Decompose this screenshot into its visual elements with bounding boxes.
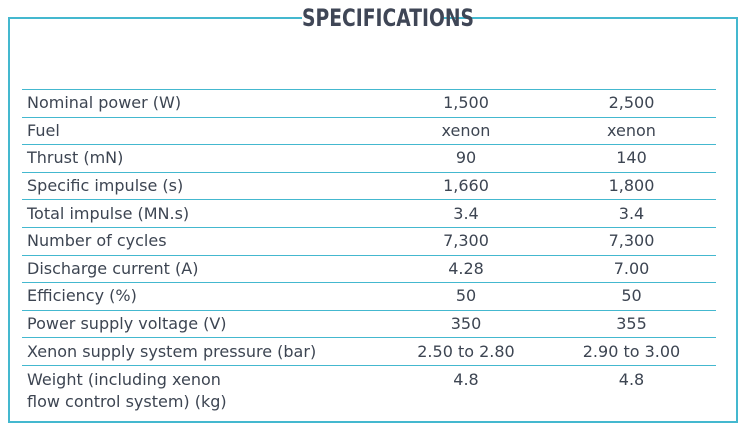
table-row: Power supply voltage (V) 350 355 [22,310,716,339]
specifications-table: Nominal power (W) 1,500 2,500 Fuel xenon… [22,89,716,417]
table-row: Number of cycles 7,300 7,300 [22,227,716,256]
row-value-2: 355 [547,310,716,339]
section-title: SPECIFICATIONS [302,3,475,33]
row-value-2: 7,300 [547,227,716,256]
table-row: Xenon supply system pressure (bar) 2.50 … [22,337,716,366]
table-row: Total impulse (MN.s) 3.4 3.4 [22,199,716,228]
row-label: Power supply voltage (V) [22,310,385,339]
row-value-1: 2.50 to 2.80 [385,337,547,366]
row-value-2: 50 [547,282,716,311]
row-label-line-2: flow control system) (kg) [27,391,227,411]
table-row: Discharge current (A) 4.28 7.00 [22,255,716,284]
row-value-1: 7,300 [385,227,547,256]
row-value-2: 3.4 [547,199,716,228]
row-label: Number of cycles [22,227,385,256]
row-label: Discharge current (A) [22,255,385,284]
row-value-1: 4.8 [453,369,479,389]
table-row: Thrust (mN) 90 140 [22,144,716,173]
table-row: Weight (including xenon flow control sys… [22,365,716,417]
row-label: Specific impulse (s) [22,172,385,201]
table-row: Specific impulse (s) 1,660 1,800 [22,172,716,201]
row-value-1: 350 [385,310,547,339]
table-row: Efficiency (%) 50 50 [22,282,716,311]
row-value-1: 90 [385,144,547,173]
row-label: Weight (including xenon flow control sys… [22,365,385,417]
row-label: Thrust (mN) [22,144,385,173]
row-label: Fuel [22,117,385,146]
row-value-1: 3.4 [385,199,547,228]
row-value-2: xenon [547,117,716,146]
row-value-2: 2,500 [547,89,716,118]
row-value-2: 4.8 [618,369,645,389]
row-label: Total impulse (MN.s) [22,199,385,228]
row-value-1: 4.28 [385,255,547,284]
row-value-1: 1,660 [385,172,547,201]
row-value-2: 140 [547,144,716,173]
row-label: Nominal power (W) [22,89,385,118]
row-value-2: 2.90 to 3.00 [547,337,716,366]
row-value-1: 1,500 [385,89,547,118]
table-row: Nominal power (W) 1,500 2,500 [22,89,716,118]
row-label: Efficiency (%) [22,282,385,311]
row-value-1: xenon [385,117,547,146]
row-value-2: 1,800 [547,172,716,201]
table-row: Fuel xenon xenon [22,117,716,146]
row-value-1: 50 [385,282,547,311]
row-label: Xenon supply system pressure (bar) [22,337,385,366]
row-value-2: 7.00 [547,255,716,284]
row-label-line-1: Weight (including xenon [27,369,221,389]
